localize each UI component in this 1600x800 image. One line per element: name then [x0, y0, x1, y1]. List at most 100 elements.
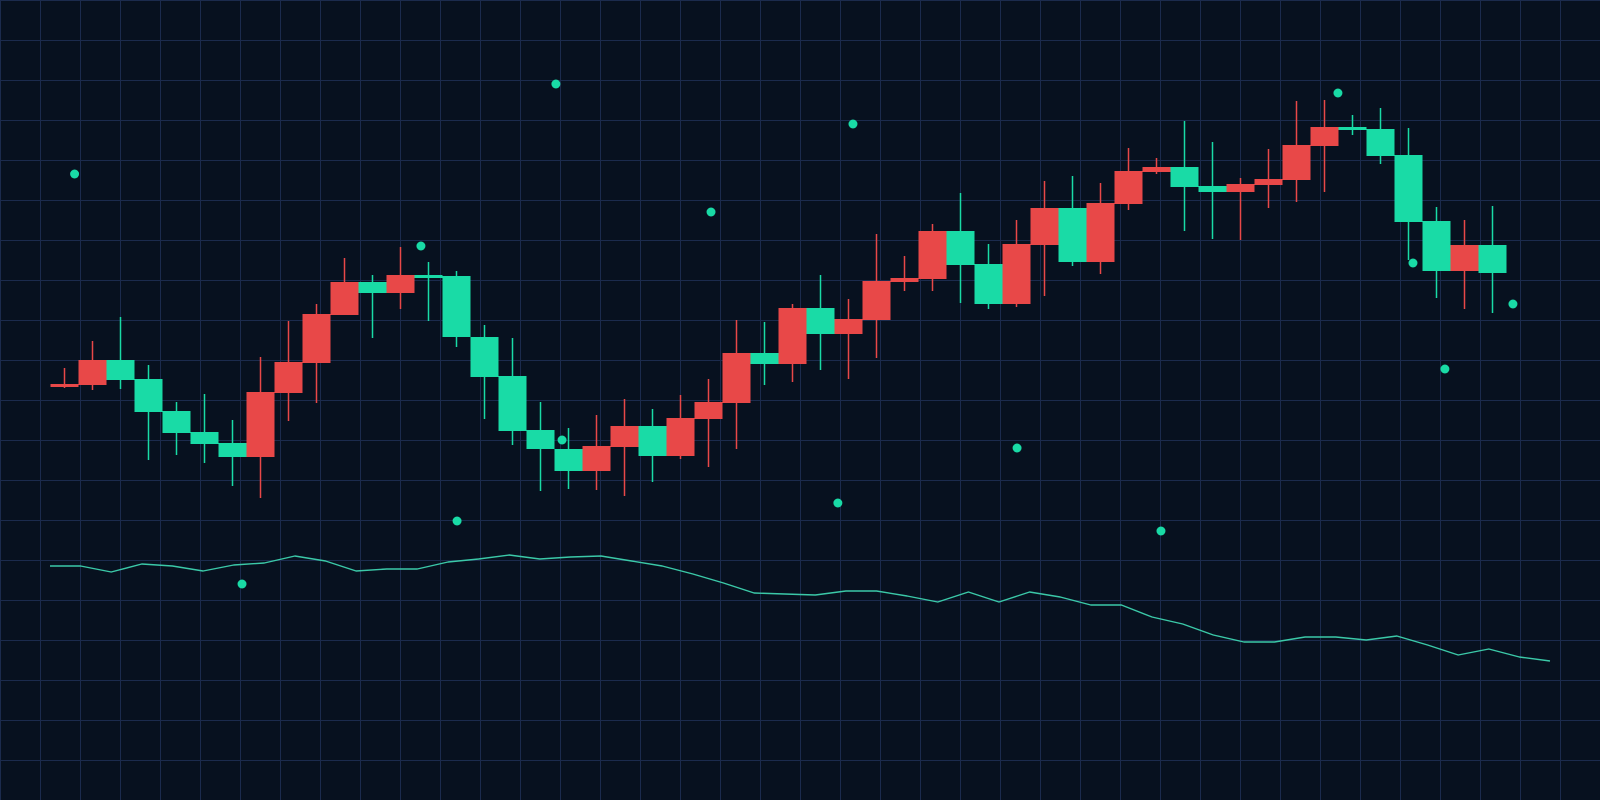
candle-body	[666, 418, 695, 456]
candle	[1282, 101, 1311, 202]
candle	[750, 322, 779, 385]
candle	[694, 379, 723, 467]
candle	[106, 317, 135, 389]
candle	[722, 320, 751, 449]
candle	[470, 325, 499, 419]
marker-dot	[1156, 526, 1166, 536]
candle	[330, 258, 359, 315]
candle	[1366, 108, 1395, 164]
candle-body	[1198, 186, 1227, 192]
candle-body	[1366, 129, 1395, 156]
candle	[806, 275, 835, 370]
candle	[526, 402, 555, 491]
candle	[246, 357, 275, 498]
candle	[78, 341, 107, 390]
candle-body	[946, 231, 975, 265]
candle	[274, 321, 303, 421]
candle	[1142, 158, 1171, 174]
candle	[1030, 181, 1059, 296]
candle	[666, 395, 695, 459]
candle-body	[358, 282, 387, 293]
candle-body	[1114, 171, 1143, 204]
candle-body	[498, 376, 527, 431]
candle-body	[302, 314, 331, 363]
candle-body	[1422, 221, 1451, 271]
candle	[498, 338, 527, 445]
candle	[162, 402, 191, 455]
candle	[1422, 207, 1451, 298]
candle-body	[134, 379, 163, 412]
candle-body	[554, 449, 583, 471]
candle-body	[330, 282, 359, 315]
candle	[1170, 121, 1199, 231]
candle-body	[1030, 208, 1059, 245]
candle	[1394, 128, 1423, 260]
candle	[1478, 206, 1507, 313]
candle	[610, 399, 639, 496]
candle-body	[1086, 203, 1115, 262]
candle	[134, 365, 163, 460]
indicator-line-layer	[50, 554, 1551, 662]
candle	[890, 256, 919, 291]
candle-body	[470, 337, 499, 377]
candle	[1002, 220, 1031, 307]
candles-layer	[50, 100, 1507, 498]
marker-dot	[706, 207, 716, 217]
candle	[1450, 220, 1479, 309]
candle	[218, 420, 247, 486]
candle-body	[722, 353, 751, 403]
marker-dot	[1440, 364, 1450, 374]
candle-body	[918, 231, 947, 279]
marker-dot	[557, 435, 567, 445]
candle-body	[1478, 245, 1507, 273]
candle-body	[1310, 127, 1339, 146]
candle	[1058, 176, 1087, 266]
candle-body	[1450, 245, 1479, 271]
candle-body	[890, 278, 919, 282]
candle	[1338, 115, 1367, 135]
candle	[582, 415, 611, 490]
marker-dot	[1508, 299, 1518, 309]
candle-body	[806, 308, 835, 334]
candle-body	[274, 362, 303, 393]
candle-body	[862, 281, 891, 320]
candle-body	[218, 443, 247, 457]
candle-body	[1254, 179, 1283, 185]
candle	[302, 304, 331, 403]
candle-body	[834, 319, 863, 334]
candle	[946, 193, 975, 303]
candle-body	[750, 353, 779, 364]
candle	[918, 224, 947, 291]
candle-body	[1282, 145, 1311, 180]
candle-body	[1226, 184, 1255, 192]
marker-dot	[1012, 443, 1022, 453]
candle-body	[974, 264, 1003, 304]
candle-body	[50, 384, 79, 387]
candle-body	[526, 430, 555, 449]
candle	[1198, 142, 1227, 239]
candle	[974, 244, 1003, 309]
candle	[834, 299, 863, 379]
candle-body	[694, 402, 723, 419]
marker-dot	[1408, 258, 1418, 268]
candle-body	[442, 276, 471, 337]
candle	[554, 428, 583, 489]
candle-body	[106, 360, 135, 380]
candle	[190, 394, 219, 463]
candle	[638, 409, 667, 482]
candle	[386, 247, 415, 309]
candle	[50, 368, 79, 388]
marker-dot	[551, 79, 561, 89]
candle-body	[1002, 244, 1031, 304]
marker-dot	[848, 119, 858, 129]
indicator-line	[50, 554, 1551, 662]
candle-body	[1338, 127, 1367, 130]
candle-body	[610, 426, 639, 447]
candle	[1086, 183, 1115, 274]
candle-body	[246, 392, 275, 457]
candle-body	[1170, 167, 1199, 187]
candle-body	[778, 308, 807, 364]
candle	[778, 304, 807, 382]
candle-body	[162, 411, 191, 433]
